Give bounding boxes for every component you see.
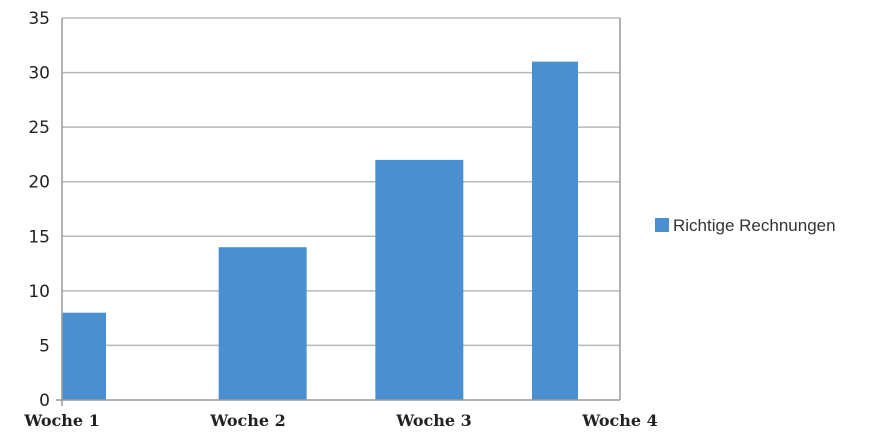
y-axis-tick-labels: 0 5 10 15 20 25 30 35 — [28, 9, 50, 411]
y-tick-label: 15 — [28, 227, 50, 247]
y-tick-label: 10 — [28, 282, 50, 302]
bar — [218, 247, 307, 400]
y-tick-label: 5 — [39, 336, 50, 356]
legend: Richtige Rechnungen — [655, 216, 836, 235]
y-tick-label: 0 — [39, 391, 50, 411]
x-tick-label: Woche 2 — [209, 411, 286, 430]
bar — [532, 61, 578, 401]
x-axis-tick-labels: Woche 1 Woche 2 Woche 3 Woche 4 — [23, 411, 658, 430]
legend-label: Richtige Rechnungen — [673, 216, 836, 235]
bar — [375, 159, 464, 400]
bars — [62, 61, 578, 401]
legend-swatch — [655, 218, 669, 232]
x-tick-label: Woche 3 — [395, 411, 472, 430]
y-tick-label: 25 — [28, 118, 50, 138]
bar — [62, 312, 106, 400]
y-tick-label: 35 — [28, 9, 50, 29]
gridlines — [62, 17, 620, 347]
y-tick-label: 20 — [28, 173, 50, 193]
x-tick-label: Woche 1 — [23, 411, 100, 430]
y-tick-label: 30 — [28, 64, 50, 84]
axes — [56, 18, 621, 406]
x-tick-label: Woche 4 — [581, 411, 658, 430]
